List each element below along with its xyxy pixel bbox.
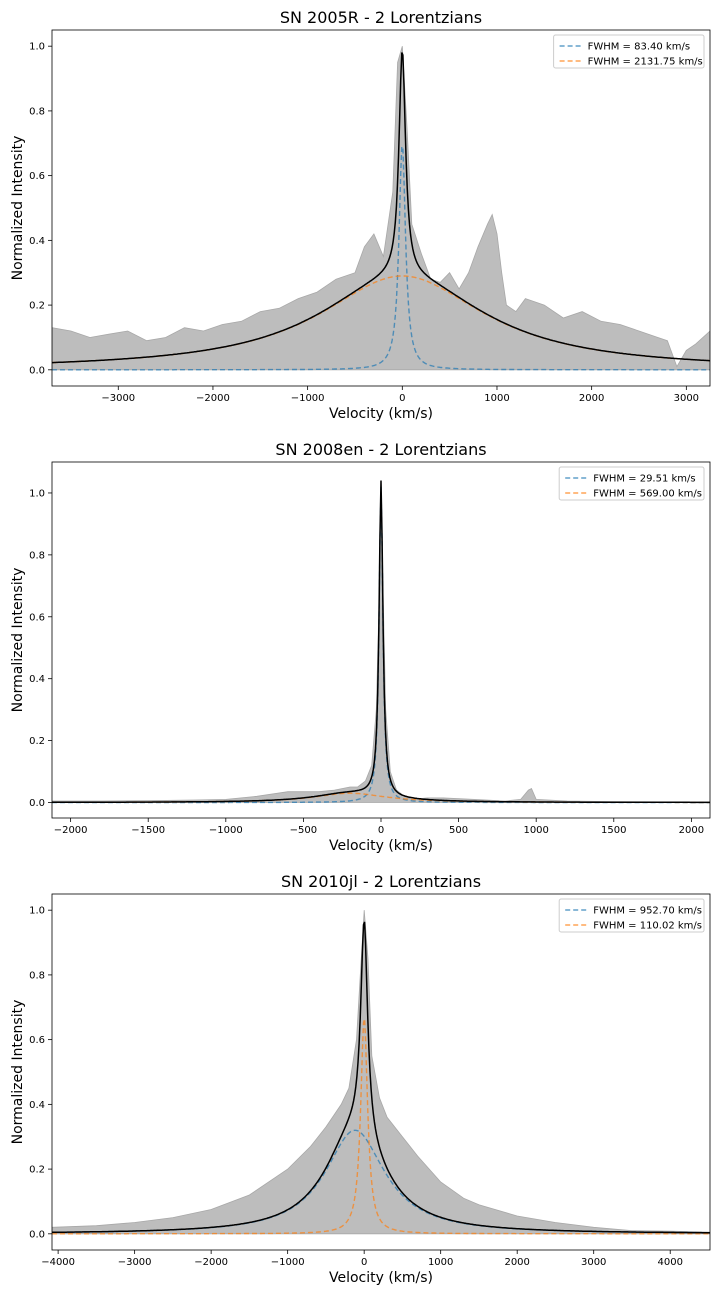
x-tick-label: −1500 [131, 825, 165, 836]
x-axis-label: Velocity (km/s) [329, 838, 433, 854]
x-tick-label: 0 [399, 393, 405, 404]
y-axis-label: Normalized Intensity [10, 568, 26, 713]
y-tick-label: 0.2 [29, 301, 45, 312]
x-tick-label: 0 [361, 1257, 367, 1268]
x-tick-label: −1000 [271, 1257, 305, 1268]
plot-frame [51, 29, 711, 387]
y-tick-label: 1.0 [29, 42, 45, 53]
y-tick-label: 0.8 [29, 970, 45, 981]
x-tick-label: 1500 [601, 825, 626, 836]
x-tick-label: 500 [449, 825, 468, 836]
y-tick-label: 0.8 [29, 550, 45, 561]
x-tick-label: −1000 [291, 393, 325, 404]
x-tick-label: 2000 [504, 1257, 529, 1268]
total-fit-curve [52, 52, 710, 364]
x-tick-label: 1000 [428, 1257, 453, 1268]
x-tick-label: −2000 [196, 393, 230, 404]
chart-panel-3: −4000 −3000 −2000 −1000 0 1000 2000 3000 4000 0.0… [10, 872, 711, 1286]
component-curve-2 [52, 1018, 710, 1235]
x-tick-label: 2000 [579, 393, 604, 404]
y-tick-label: 1.0 [29, 906, 45, 917]
y-tick-label: 0.4 [29, 1100, 45, 1111]
y-tick-label: 0.4 [29, 236, 45, 247]
x-tick-label: −3000 [118, 1257, 152, 1268]
x-tick-label: −2000 [194, 1257, 228, 1268]
x-tick-label: −3000 [101, 393, 135, 404]
legend-label-1: FWHM = 83.40 km/s [588, 42, 690, 53]
chart-title: SN 2010jl - 2 Lorentzians [281, 872, 481, 891]
y-tick-label: 0.6 [29, 171, 45, 182]
x-tick-label: 1000 [523, 825, 548, 836]
x-tick-label: −2000 [54, 825, 88, 836]
chart-panel-1: −3000 −2000 −1000 0 1000 2000 3000 0.0 0.2 0.4 0.6… [10, 8, 711, 422]
x-tick-label: 1000 [484, 393, 509, 404]
legend: FWHM = 83.40 km/s FWHM = 2131.75 km/s [553, 34, 705, 69]
y-tick-label: 0.2 [29, 736, 45, 747]
legend-label-1: FWHM = 29.51 km/s [593, 474, 695, 485]
y-tick-label: 0.4 [29, 674, 45, 685]
legend-label-1: FWHM = 952.70 km/s [593, 906, 702, 917]
x-tick-label: 2000 [679, 825, 704, 836]
legend-label-2: FWHM = 110.02 km/s [593, 921, 702, 932]
x-tick-label: 0 [378, 825, 384, 836]
chart-title: SN 2008en - 2 Lorentzians [275, 440, 486, 459]
x-tick-label: 3000 [674, 393, 699, 404]
component-curve-1 [52, 146, 710, 371]
legend-label-2: FWHM = 569.00 km/s [593, 489, 702, 500]
observed-spectrum-area [52, 46, 710, 371]
x-axis-label: Velocity (km/s) [329, 406, 433, 422]
legend: FWHM = 29.51 km/s FWHM = 569.00 km/s [558, 466, 705, 501]
legend-box [558, 466, 705, 501]
x-tick-label: 4000 [657, 1257, 682, 1268]
x-tick-label: −500 [290, 825, 317, 836]
x-tick-label: 3000 [581, 1257, 606, 1268]
x-tick-label: −1000 [209, 825, 243, 836]
total-fit-curve [52, 480, 710, 804]
legend: FWHM = 952.70 km/s FWHM = 110.02 km/s [558, 898, 705, 933]
plot-frame [51, 893, 711, 1251]
component-curve-2 [52, 792, 710, 804]
y-tick-label: 0.6 [29, 1035, 45, 1046]
chart-title: SN 2005R - 2 Lorentzians [280, 8, 482, 27]
y-tick-label: 0.6 [29, 612, 45, 623]
y-tick-label: 0.0 [29, 365, 45, 376]
legend-label-2: FWHM = 2131.75 km/s [588, 57, 703, 68]
y-tick-label: 0.0 [29, 798, 45, 809]
y-axis-label: Normalized Intensity [10, 136, 26, 281]
y-axis-label: Normalized Intensity [10, 1000, 26, 1145]
observed-spectrum-area [52, 499, 710, 803]
y-tick-label: 1.0 [29, 488, 45, 499]
x-axis-label: Velocity (km/s) [329, 1270, 433, 1286]
total-fit-curve [52, 921, 710, 1234]
x-tick-label: −4000 [41, 1257, 75, 1268]
chart-panel-2: −2000 −1500 −1000 −500 0 500 1000 1500 2000 0.0 0.… [10, 440, 711, 854]
y-tick-label: 0.8 [29, 106, 45, 117]
legend-box [553, 34, 705, 69]
legend-box [558, 898, 705, 933]
y-tick-label: 0.0 [29, 1229, 45, 1240]
observed-spectrum-area [52, 910, 710, 1235]
y-tick-label: 0.2 [29, 1165, 45, 1176]
